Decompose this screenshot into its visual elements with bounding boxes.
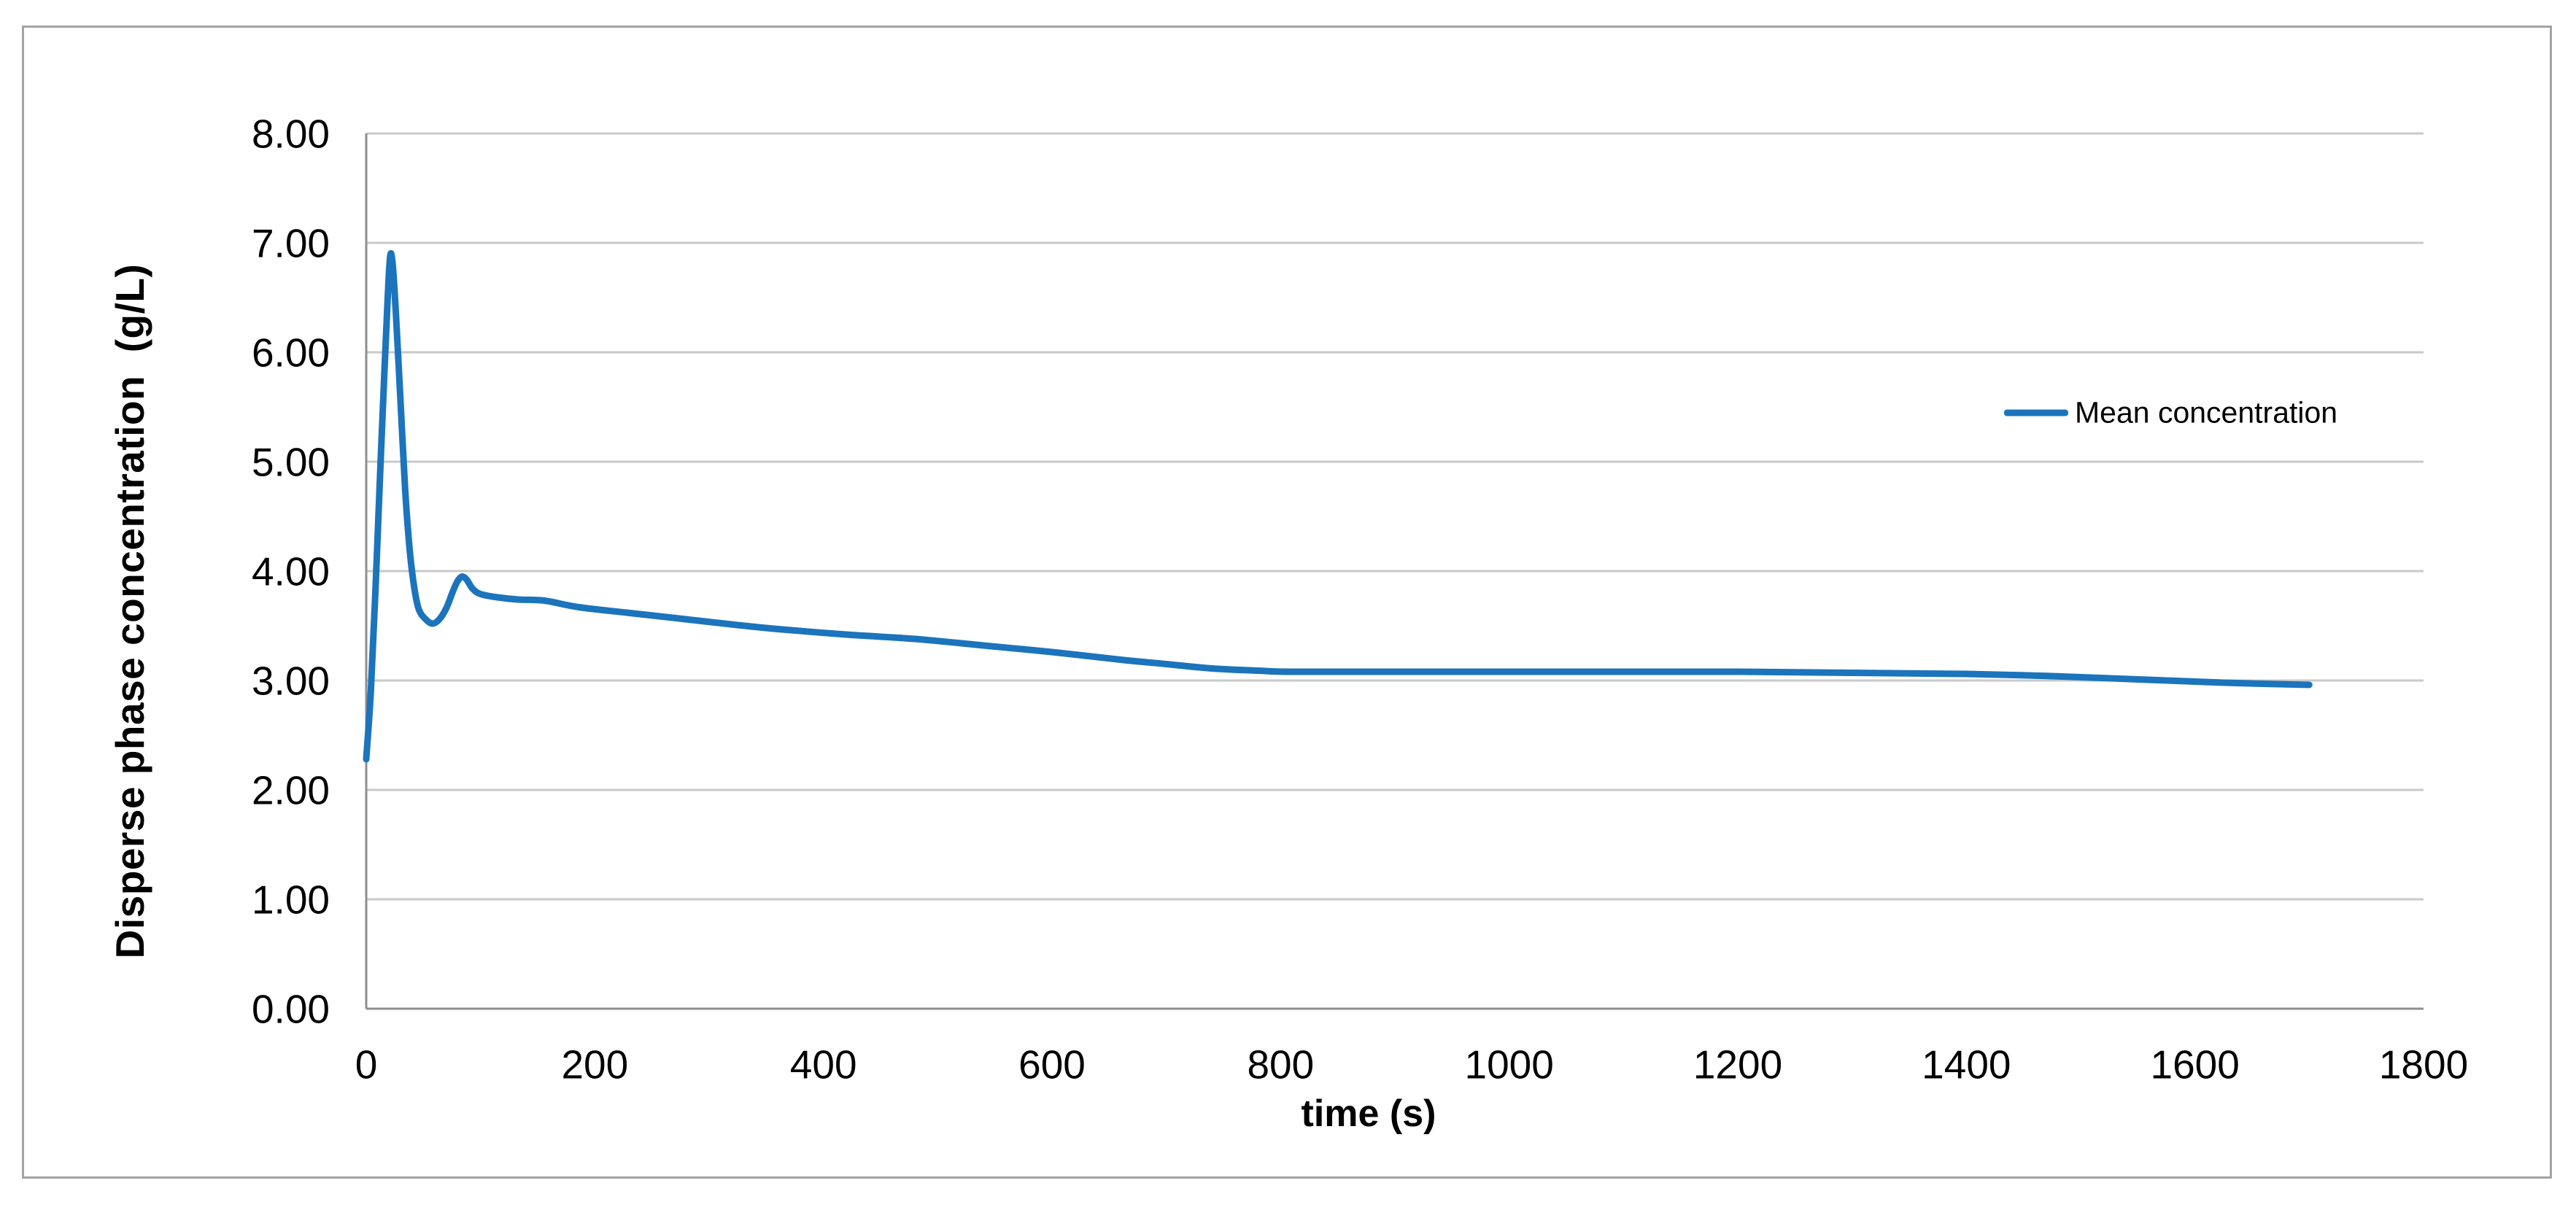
x-tick-label: 0 [355,1042,378,1087]
x-tick-label: 200 [561,1042,628,1087]
y-tick-label: 5.00 [252,439,330,484]
x-tick-label: 600 [1018,1042,1086,1087]
legend-line-swatch [2004,409,2068,416]
y-axis-title: Disperse phase concentration (g/L) [107,263,152,959]
series-line [363,249,2313,763]
x-tick-label: 1200 [1693,1042,1782,1087]
x-tick-label: 1600 [2150,1042,2239,1087]
legend-label: Mean concentration [2075,395,2338,430]
x-tick-label: 400 [790,1042,857,1087]
x-tick-label: 800 [1247,1042,1314,1087]
y-tick-label: 6.00 [252,330,330,375]
y-tick-label: 4.00 [252,548,330,594]
y-tick-label: 1.00 [252,877,330,922]
chart-border [22,26,2552,1179]
y-tick-label: 2.00 [252,767,330,813]
y-tick-label: 0.00 [252,986,330,1031]
legend: Mean concentration [2004,396,2337,430]
y-tick-label: 7.00 [252,220,330,265]
x-tick-label: 1000 [1464,1042,1553,1087]
y-tick-label: 8.00 [252,111,330,156]
x-tick-label: 1400 [1922,1042,2011,1087]
x-axis-title: time (s) [1301,1093,1436,1135]
y-tick-label: 3.00 [252,658,330,703]
x-tick-label: 1800 [2379,1042,2468,1087]
